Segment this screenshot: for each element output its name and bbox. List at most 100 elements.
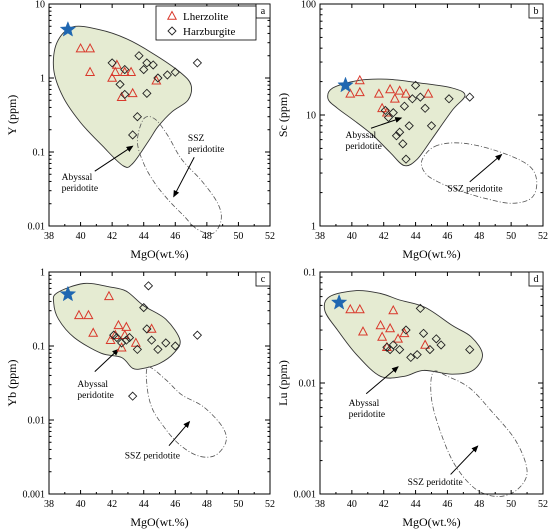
harzburgite-point [115, 79, 125, 90]
lherzolite-point [105, 334, 116, 344]
x-axis-label: MgO(wt.%) [402, 247, 460, 261]
lherzolite-point [420, 339, 431, 349]
lherzolite-point [127, 87, 138, 98]
harzburgite-point [410, 80, 421, 90]
x-tick-label: 52 [265, 231, 275, 242]
ssz-label: SSZ peridotite [447, 184, 502, 194]
lherzolite-point [373, 88, 384, 98]
lherzolite-point [388, 304, 399, 315]
panel-letter-box [528, 271, 544, 287]
x-tick-label: 48 [474, 231, 484, 242]
harzburgite-point [436, 340, 446, 350]
panel-d: 38 40 42 44 46 48 50 52 0.001 0.01 0.1 MgO(wt.%) Lu … [276, 268, 548, 530]
lherzolite-point [110, 66, 121, 76]
x-tick-label: 46 [170, 231, 180, 242]
annotation-arrow [365, 366, 399, 395]
harzburgite-point [415, 303, 425, 314]
legend-lherzolite-marker [166, 10, 178, 20]
ssz-label: SSZ peridotite [188, 134, 224, 155]
harzburgite-point [380, 105, 390, 116]
x-axis-label: MgO(wt.%) [402, 515, 460, 529]
harzburgite-point [444, 94, 454, 104]
y-axis-label: Sc (ppm) [276, 93, 290, 137]
x-tick-label: 42 [379, 499, 389, 510]
x-tick-label: 48 [202, 231, 212, 242]
ssz-field [430, 370, 528, 497]
x-tick-label: 40 [76, 499, 86, 510]
ssz-field [136, 116, 222, 235]
harzburgite-point [415, 92, 425, 102]
harzburgite-point [388, 340, 398, 350]
lherzolite-point [83, 309, 94, 320]
y-axis-label: Yb (ppm) [5, 360, 19, 407]
annotation-arrow [168, 420, 191, 446]
x-tick-label: 38 [44, 231, 54, 242]
lherzolite-point [354, 303, 365, 314]
lherzolite-point [146, 323, 157, 333]
x-axis-label: MgO(wt.%) [130, 247, 188, 261]
y-tick-label: 100 [301, 0, 316, 11]
x-axis-label: MgO(wt.%) [130, 515, 188, 529]
x-tick-label: 42 [107, 231, 117, 242]
lherzolite-point [354, 74, 365, 85]
y-tick-label: 1 [311, 222, 316, 233]
reference-star [59, 21, 77, 37]
x-tick-label: 38 [315, 231, 325, 242]
harzburgite-point [399, 101, 410, 111]
harzburgite-point [162, 70, 173, 80]
harzburgite-point [143, 281, 154, 291]
harzburgite-point [139, 302, 149, 313]
lherzolite-point [354, 86, 365, 97]
x-tick-label: 42 [107, 499, 117, 510]
reference-star [337, 76, 354, 93]
harzburgite-point [142, 88, 152, 98]
annotation-arrow [469, 153, 503, 183]
ssz-field [420, 142, 538, 204]
legend-harzburgite-label: Harzburgite [183, 26, 235, 38]
y-axis-label: Lu (ppm) [276, 360, 290, 406]
harzburgite-point [465, 344, 475, 355]
abyssal-field [323, 290, 483, 379]
panel-letter: c [261, 274, 266, 285]
abyssal-label: Abyssal peridotite [62, 173, 98, 194]
harzburgite-point [407, 94, 418, 104]
harzburgite-point [146, 335, 157, 345]
x-tick-label: 50 [233, 231, 243, 242]
x-tick-label: 40 [347, 231, 357, 242]
harzburgite-point [170, 341, 180, 351]
annotation-arrow [94, 348, 120, 373]
panel-letter: d [534, 274, 539, 285]
lherzolite-point [377, 331, 388, 341]
x-tick-label: 52 [265, 499, 275, 510]
lherzolite-point [389, 93, 400, 103]
lherzolite-point [381, 107, 392, 117]
harzburgite-point [128, 130, 138, 140]
harzburgite-point [420, 103, 430, 113]
lherzolite-point [394, 85, 405, 95]
legend-harzburgite-marker [167, 26, 177, 36]
harzburgite-point [391, 131, 402, 141]
x-tick-label: 50 [233, 499, 243, 510]
abyssal-label: Abyssal peridotite [77, 380, 113, 401]
abyssal-label: Abyssal peridotite [345, 131, 381, 152]
lherzolite-point [130, 337, 141, 347]
lherzolite-point [116, 342, 127, 352]
y-tick-label: 0.1 [304, 268, 317, 279]
x-tick-label: 44 [139, 231, 149, 242]
x-tick-label: 44 [411, 499, 421, 510]
harzburgite-point [431, 334, 441, 344]
panel-letter-box [255, 271, 271, 287]
harzburgite-point [112, 332, 122, 343]
lherzolite-point [121, 321, 132, 331]
x-tick-label: 40 [347, 499, 357, 510]
lherzolite-point [357, 326, 369, 336]
y-tick-label: 10 [306, 111, 316, 122]
x-tick-label: 52 [538, 499, 548, 510]
y-tick-label: 0.1 [33, 148, 46, 159]
legend: Lherzolite Harzburgite [155, 5, 257, 41]
harzburgite-point [418, 328, 429, 339]
x-tick-label: 48 [202, 499, 212, 510]
panel-letter: a [261, 6, 266, 17]
x-tick-label: 52 [538, 231, 548, 242]
panel-b: 38 40 42 44 46 48 50 52 1 10 100 MgO(wt.%) Sc (ppm) b… [276, 0, 548, 261]
